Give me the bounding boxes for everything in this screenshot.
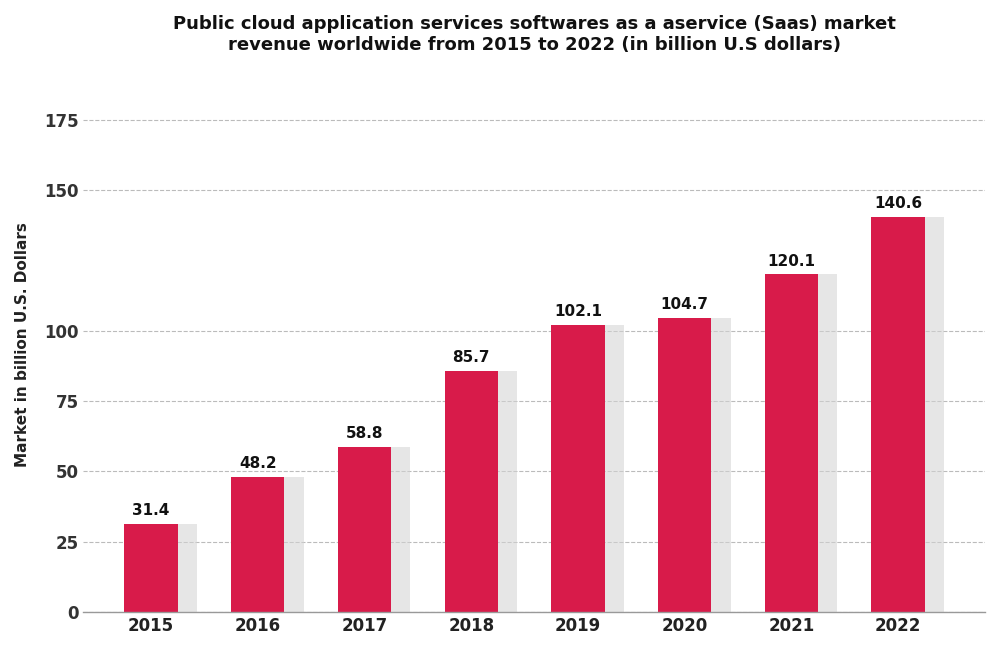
Text: 85.7: 85.7 (452, 350, 490, 365)
Polygon shape (818, 274, 837, 612)
Polygon shape (178, 524, 197, 612)
Bar (338, 447, 391, 612)
Polygon shape (711, 318, 731, 612)
Polygon shape (605, 325, 624, 612)
Bar (551, 325, 605, 612)
Text: 120.1: 120.1 (767, 254, 815, 268)
Polygon shape (391, 447, 410, 612)
Bar (124, 524, 178, 612)
Y-axis label: Market in billion U.S. Dollars: Market in billion U.S. Dollars (15, 222, 30, 467)
Text: 48.2: 48.2 (239, 456, 277, 471)
Text: 102.1: 102.1 (554, 304, 602, 319)
Text: 31.4: 31.4 (132, 503, 170, 518)
Bar (658, 318, 711, 612)
Bar (765, 274, 818, 612)
Bar (231, 476, 284, 612)
Polygon shape (498, 371, 517, 612)
Polygon shape (925, 216, 944, 612)
Bar (871, 216, 925, 612)
Text: 140.6: 140.6 (874, 196, 922, 211)
Text: 58.8: 58.8 (346, 426, 383, 441)
Polygon shape (284, 476, 304, 612)
Text: 104.7: 104.7 (661, 297, 709, 312)
Bar (445, 371, 498, 612)
Title: Public cloud application services softwares as a aservice (Saas) market
revenue : Public cloud application services softwa… (173, 15, 896, 54)
